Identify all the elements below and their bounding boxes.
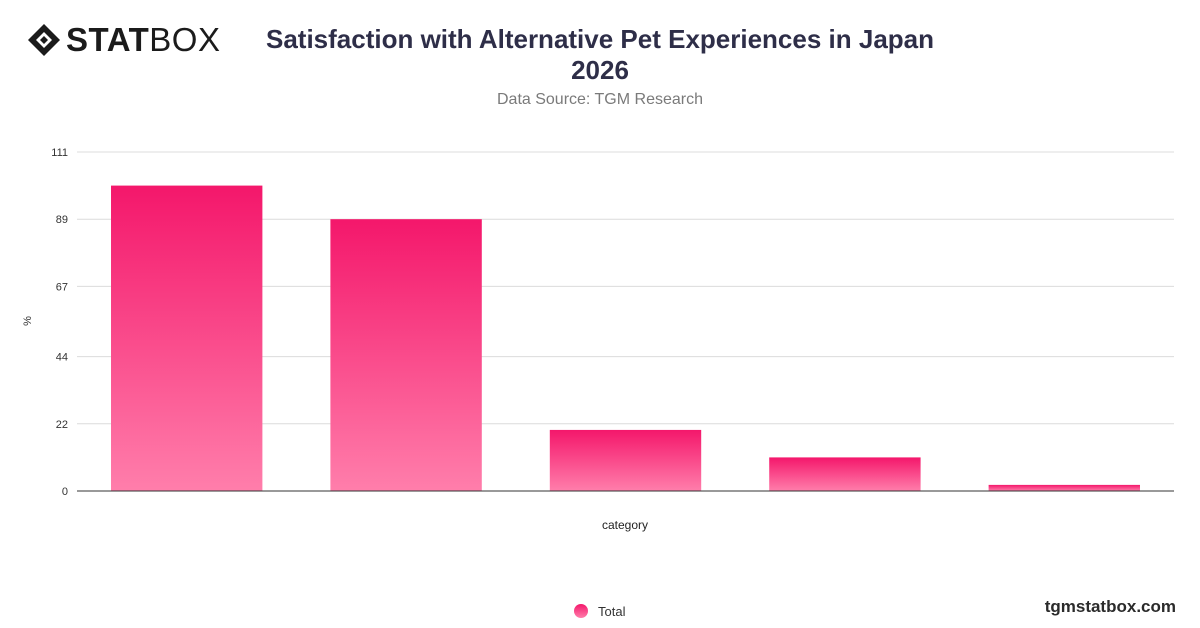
y-tick-label: 111 [51,147,68,159]
y-axis-title: % [22,316,34,326]
y-tick-label: 44 [56,352,68,364]
bar-1 [111,185,263,491]
y-tick-label: 22 [56,419,68,431]
logo-text: STATBOX [66,22,220,58]
statbox-logo-icon [28,24,60,56]
bar-4 [769,457,921,491]
bar-3 [549,429,702,491]
legend-label-total: Total [598,604,626,619]
logo-text-bold: STAT [66,21,150,58]
y-tick-label: 67 [56,281,68,293]
chart-title-line2: 2026 [571,55,629,85]
bar-5 [988,484,1140,491]
chart-subtitle: Data Source: TGM Research [496,91,703,108]
chart-title: Satisfaction with Alternative Pet Experi… [250,24,950,86]
y-tick-label: 0 [62,486,68,498]
y-tick-label: 89 [56,214,68,226]
bars [111,185,1140,491]
logo-text-thin: BOX [149,21,221,58]
website-watermark: tgmstatbox.com [1044,597,1176,616]
chart-title-line1: Satisfaction with Alternative Pet Experi… [265,24,935,54]
statbox-logo: STATBOX [26,22,220,58]
legend-marker-total [574,604,588,618]
bar-2 [330,219,482,491]
x-axis-title: category [602,518,648,532]
axes: 0 22 44 67 89 111% category [22,147,1174,532]
legend: Total [574,604,626,619]
